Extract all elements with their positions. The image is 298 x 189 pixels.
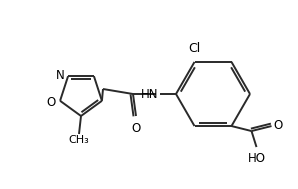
Text: N: N <box>56 69 65 82</box>
Text: HN: HN <box>140 88 158 101</box>
Text: O: O <box>131 122 141 135</box>
Text: HO: HO <box>248 152 266 165</box>
Text: O: O <box>274 119 283 132</box>
Text: O: O <box>47 96 56 109</box>
Text: CH₃: CH₃ <box>69 135 89 145</box>
Text: Cl: Cl <box>188 42 201 55</box>
